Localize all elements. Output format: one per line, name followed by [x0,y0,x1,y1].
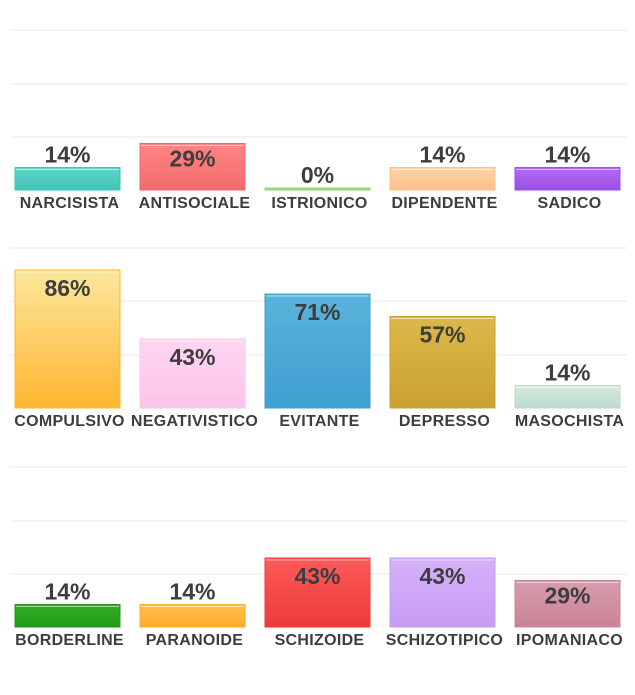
bar-schizoide[interactable] [264,557,371,628]
category-label-evitante: EVITANTE [279,413,359,430]
category-label-paranoide: PARANOIDE [146,632,244,649]
value-label-negativistico: 43% [169,344,215,370]
category-label-negativistico: NEGATIVISTICO [131,413,258,430]
category-label-depresso: DEPRESSO [399,413,490,430]
bar-sadico[interactable] [514,167,621,191]
value-label-sadico: 14% [544,142,590,168]
bar-paranoide[interactable] [139,604,246,628]
bar-antisociale[interactable] [139,142,246,191]
category-label-dipendente: DIPENDENTE [391,195,497,212]
value-label-paranoide: 14% [169,579,215,605]
bar-masochista[interactable] [514,385,621,409]
category-label-borderline: BORDERLINE [15,632,124,649]
bar-istrionico[interactable] [264,187,371,191]
category-label-compulsivo: COMPULSIVO [14,413,125,430]
category-label-narcisista: NARCISISTA [20,195,120,212]
bar-negativistico[interactable] [139,338,246,409]
value-label-masochista: 14% [544,360,590,386]
bar-compulsivo[interactable] [14,269,121,409]
category-label-ipomaniaco: IPOMANIACO [516,632,623,649]
value-label-schizotipico: 43% [419,563,465,589]
category-label-sadico: SADICO [537,195,601,212]
chart-panel-2: 86% COMPULSIVO 43% NEGATIVISTICO 71% EVITANTE… [10,247,627,430]
value-label-narcisista: 14% [44,142,90,168]
value-label-ipomaniaco: 29% [544,582,590,608]
value-label-evitante: 71% [294,299,340,325]
category-label-schizoide: SCHIZOIDE [275,632,365,649]
value-label-antisociale: 29% [169,145,215,171]
value-label-schizoide: 43% [294,563,340,589]
bar-ipomaniaco[interactable] [514,579,621,628]
value-label-borderline: 14% [44,579,90,605]
chart-panel-1: 14% NARCISISTA 29% ANTISOCIALE 0% ISTRIONICO 1… [10,29,627,212]
category-label-masochista: MASOCHISTA [515,413,625,430]
bar-dipendente[interactable] [389,167,496,191]
chart-panel-3: 14% BORDERLINE 14% PARANOIDE 43% SCHIZOIDE 43%… [10,466,627,649]
value-label-depresso: 57% [419,322,465,348]
value-label-dipendente: 14% [419,142,465,168]
bar-borderline[interactable] [14,604,121,628]
value-label-compulsivo: 86% [44,275,90,301]
category-label-antisociale: ANTISOCIALE [139,195,251,212]
bar-evitante[interactable] [264,293,371,409]
bar-schizotipico[interactable] [389,557,496,628]
category-label-schizotipico: SCHIZOTIPICO [386,632,503,649]
bar-narcisista[interactable] [14,167,121,191]
value-label-istrionico: 0% [301,162,334,188]
category-label-istrionico: ISTRIONICO [271,195,367,212]
bar-depresso[interactable] [389,316,496,409]
